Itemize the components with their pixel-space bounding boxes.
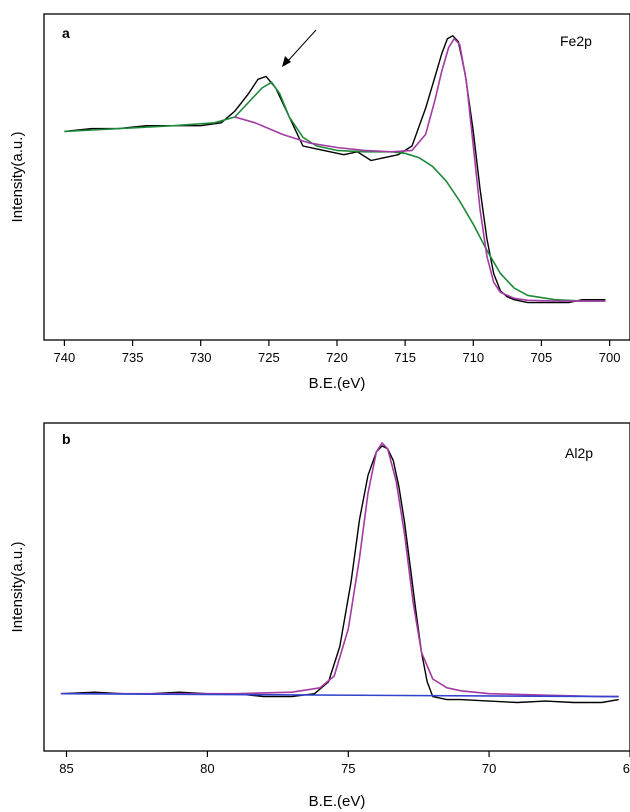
panel-a-x-tick-label: 715 [394,350,416,365]
panel-a-x-tick-label: 725 [258,350,280,365]
panel-a-element-label: Fe2p [560,33,592,49]
panel-a-x-tick-label: 720 [326,350,348,365]
panel-a-letter: a [62,25,70,41]
panel-b-x-tick-label: 75 [341,761,355,776]
panel-a-series-peak-fit [234,37,606,302]
panel-b-x-ticks: 85 80 75 70 65 [59,751,630,776]
panel-a-x-tick-label: 730 [190,350,212,365]
panel-b-x-axis-title: B.E.(eV) [309,793,366,810]
panel-a-fe2p: a Fe2p 740 735 730 725 720 715 710 705 700 B.E.(… [9,13,630,392]
panel-a-curves [64,35,606,304]
panel-a-x-ticks: 740 735 730 725 720 715 710 705 700 [54,340,621,365]
panel-a-frame [43,13,630,341]
panel-b-x-tick-label: 70 [482,761,496,776]
panel-a-series-measured [64,35,606,304]
panel-b-x-tick-label: 80 [200,761,214,776]
panel-a-x-tick-label: 740 [54,350,76,365]
panel-a-x-tick-label: 705 [531,350,553,365]
panel-a-x-tick-label: 710 [462,350,484,365]
panel-b-frame [43,422,630,752]
arrow-shaft [286,29,317,63]
arrow-head-icon [282,56,291,67]
panel-a-x-axis-title: B.E.(eV) [309,375,366,392]
panel-b-y-axis-title: Intensity(a.u.) [9,542,26,633]
panel-b-series-baseline [60,692,619,698]
panel-a-x-tick-label: 700 [599,350,621,365]
peak-arrow [282,29,317,67]
panel-b-x-tick-label: 85 [59,761,73,776]
panel-b-curves [60,442,619,704]
panel-b-al2p: b Al2p 85 80 75 70 65 B.E.(eV) Intensity(a.u… [9,422,630,810]
panel-b-letter: b [62,431,71,447]
panel-a-series-envelope-fit [64,81,606,302]
panel-b-element-label: Al2p [565,445,593,461]
panel-a-y-axis-title: Intensity(a.u.) [9,132,26,223]
panel-b-x-tick-label: 65 [623,761,630,776]
panel-b-series-peak-fit [60,442,619,698]
panel-a-x-tick-label: 735 [122,350,144,365]
panel-b-series-measured [60,445,619,704]
